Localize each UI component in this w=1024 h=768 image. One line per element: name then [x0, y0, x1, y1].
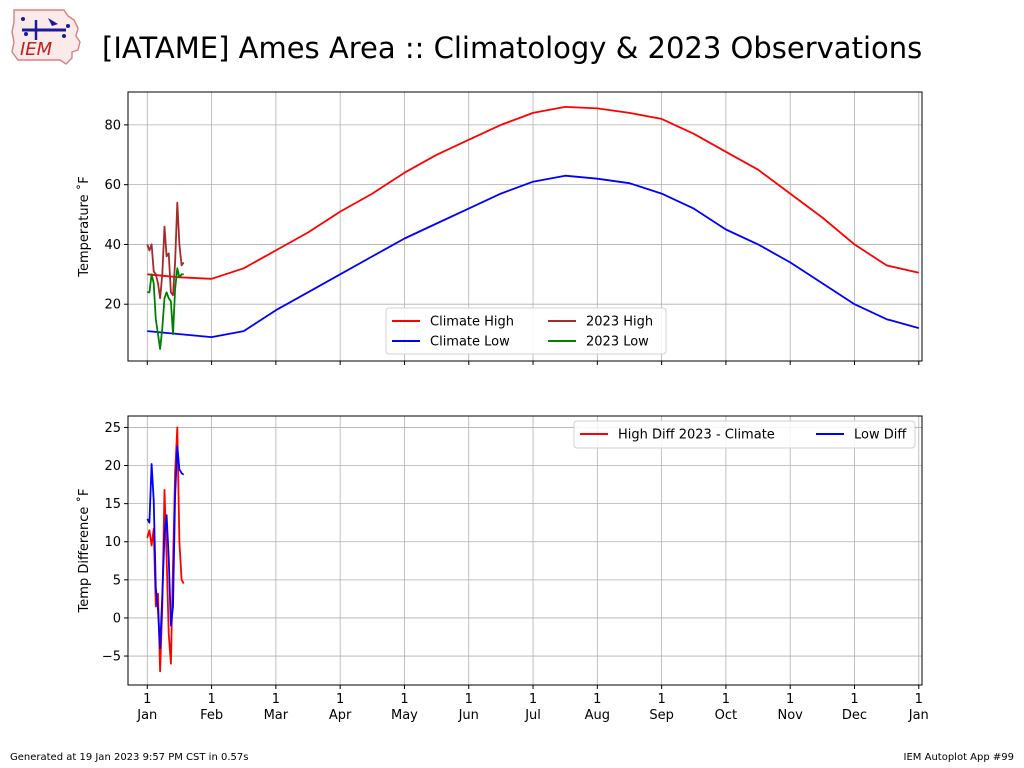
footer-generated-text: Generated at 19 Jan 2023 9:57 PM CST in … — [10, 752, 249, 763]
chart1-ytick-label-3: 80 — [104, 118, 121, 133]
chart2-ytick-label-4: 15 — [104, 497, 121, 512]
chart1-series-3-line — [147, 267, 184, 350]
chart1-legend-box — [385, 307, 667, 355]
chart2-xtick-month-3: Apr — [329, 708, 352, 723]
chart2-xtick-month-8: Sep — [649, 708, 674, 723]
chart1-ytick-label-1: 40 — [104, 238, 121, 253]
chart2-xtick-month-2: Mar — [264, 708, 289, 723]
chart2-ytick-label-0: −5 — [102, 650, 121, 665]
chart2-ytick-label-1: 0 — [113, 611, 121, 626]
chart2-frame — [127, 415, 923, 686]
chart1-frame — [127, 91, 923, 362]
chart2-xtick-label-10: 1 — [786, 692, 794, 707]
chart2-xtick-label-7: 1 — [593, 692, 601, 707]
chart2-xtick-month-0: Jan — [136, 708, 157, 723]
chart1-ylabel: Temperature ˚F — [76, 176, 92, 277]
chart2-xtick-label-6: 1 — [529, 692, 537, 707]
chart2-legend-label-0: High Diff 2023 - Climate — [618, 428, 775, 443]
chart1-series-0-line — [147, 106, 920, 280]
chart1-ytick-label-0: 20 — [104, 298, 121, 313]
chart2-xtick-month-10: Nov — [778, 708, 804, 723]
chart2-xtick-label-4: 1 — [400, 692, 408, 707]
chart2-xtick-month-12: Jan — [908, 708, 929, 723]
chart1-legend-label-0: Climate High — [430, 315, 514, 330]
chart2-xtick-label-1: 1 — [207, 692, 215, 707]
chart2-xtick-label-0: 1 — [143, 692, 151, 707]
chart2-ylabel: Temp Difference ˚F — [76, 489, 92, 614]
chart2-ytick-label-5: 20 — [104, 459, 121, 474]
chart1-legend-label-2: 2023 High — [586, 315, 653, 330]
chart2-xtick-month-11: Dec — [842, 708, 867, 723]
chart1-legend-label-3: 2023 Low — [586, 335, 649, 350]
footer-app-label: IEM Autoplot App #99 — [903, 752, 1014, 763]
chart2-xtick-label-12: 1 — [915, 692, 923, 707]
chart2-legend-box — [573, 420, 916, 449]
chart1-ytick-label-2: 60 — [104, 178, 121, 193]
iem-logo: IEM — [11, 9, 81, 65]
chart2-ytick-label-6: 25 — [104, 421, 121, 436]
chart2-ytick-label-2: 5 — [113, 573, 121, 588]
chart2-xtick-label-8: 1 — [657, 692, 665, 707]
chart2-xtick-label-2: 1 — [272, 692, 280, 707]
chart1-series-2-line — [146, 201, 185, 300]
chart2-xtick-month-9: Oct — [715, 708, 737, 723]
chart2-xtick-month-7: Aug — [585, 708, 610, 723]
chart2-xtick-label-9: 1 — [722, 692, 730, 707]
chart2-xtick-month-6: Jul — [524, 708, 541, 723]
chart2-legend-label-1: Low Diff — [854, 428, 907, 443]
chart2-series-1-line — [146, 445, 185, 650]
logo-text: IEM — [20, 39, 53, 60]
chart2-xtick-month-4: May — [391, 708, 418, 723]
chart2-xtick-label-3: 1 — [336, 692, 344, 707]
chart1-legend-label-1: Climate Low — [430, 335, 510, 350]
chart2-ytick-label-3: 10 — [104, 535, 121, 550]
chart1-series-1-line — [147, 174, 920, 339]
page-title: [IATAME] Ames Area :: Climatology & 2023… — [102, 31, 923, 65]
chart2-xtick-label-5: 1 — [465, 692, 473, 707]
chart2-xtick-label-11: 1 — [850, 692, 858, 707]
chart2-xtick-month-5: Jun — [458, 708, 479, 723]
chart2-xtick-month-1: Feb — [200, 708, 223, 723]
